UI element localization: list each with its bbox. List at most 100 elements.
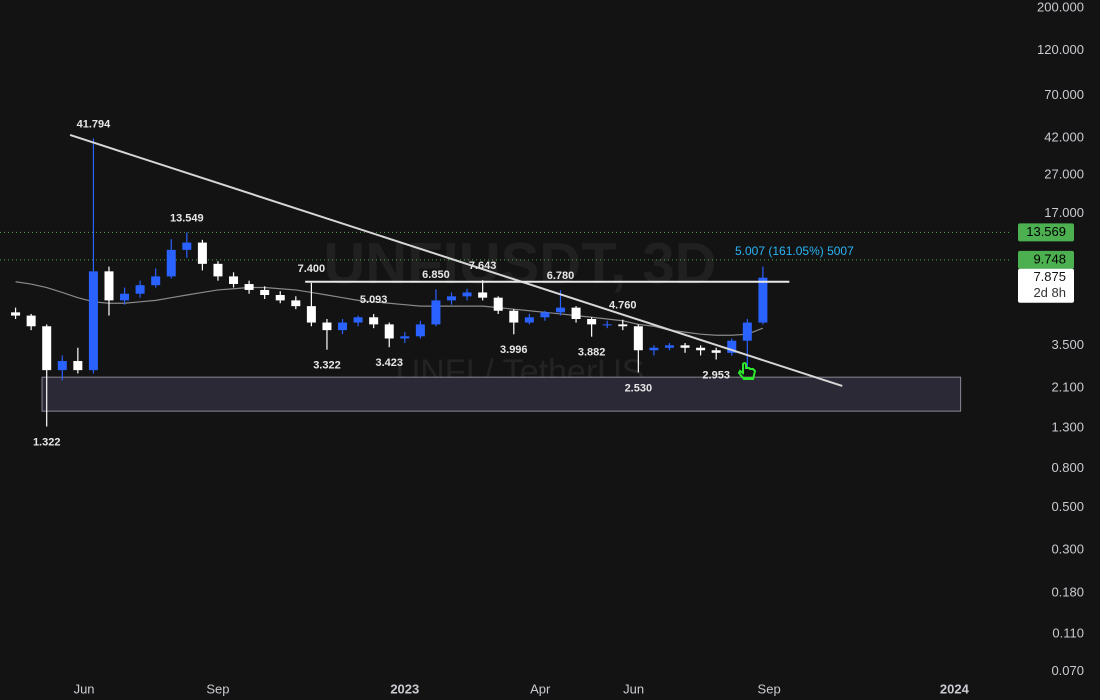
price-tag-label: 9.748: [1033, 251, 1066, 266]
candle-body: [104, 271, 114, 301]
candle-body: [369, 317, 379, 325]
price-annotation: 13.549: [170, 212, 204, 224]
fib-label: 5.007 (161.05%) 5007: [735, 244, 854, 258]
candle-body: [88, 271, 98, 371]
price-tag-countdown: 2d 8h: [1033, 285, 1066, 300]
price-annotation: 6.780: [547, 270, 575, 282]
candle-body: [166, 249, 176, 277]
price-tag-label: 13.569: [1026, 224, 1066, 239]
candle-body: [73, 361, 83, 371]
x-tick-label: 2024: [940, 681, 970, 696]
y-tick-label: 70.000: [1044, 87, 1084, 102]
candle-body: [509, 310, 519, 323]
price-annotation: 2.953: [702, 369, 730, 381]
candle-body: [711, 350, 721, 353]
price-tag: [1018, 268, 1074, 303]
candle-body: [275, 295, 285, 301]
price-annotation: 3.423: [375, 357, 403, 369]
candle-body: [353, 317, 363, 323]
support-zone: [41, 376, 962, 412]
candle-body: [696, 347, 706, 351]
candle-body: [415, 324, 425, 337]
price-tag-label: 7.875: [1033, 269, 1066, 284]
x-tick-label: Sep: [206, 681, 229, 696]
x-tick-label: 2023: [390, 681, 419, 696]
candle-body: [400, 336, 410, 339]
candle-body: [11, 312, 21, 316]
price-annotation: 3.882: [578, 347, 606, 359]
x-tick-label: Jun: [74, 681, 95, 696]
price-annotation: 7.643: [469, 260, 497, 272]
candle-body: [42, 326, 52, 371]
candle-body: [649, 347, 659, 351]
price-tag: [1018, 250, 1074, 269]
candle-body: [197, 242, 207, 264]
trend-line: [69, 134, 843, 387]
candle-body: [120, 293, 130, 301]
price-annotation: 5.093: [360, 294, 388, 306]
candle-body: [26, 315, 36, 327]
x-tick-label: Sep: [758, 681, 781, 696]
hand-icon: [737, 362, 757, 380]
candle-body: [462, 292, 472, 297]
candle-body: [555, 307, 565, 313]
candle-body: [571, 307, 581, 319]
watermark-symbol: UNFIUSDT, 3D: [323, 231, 716, 296]
candle-body: [493, 297, 503, 311]
candle-body: [633, 326, 643, 351]
price-annotation: 2.530: [625, 382, 653, 394]
candle-body: [213, 263, 223, 277]
candle-body: [742, 322, 752, 341]
y-tick-label: 0.500: [1051, 499, 1084, 514]
candle-body: [727, 340, 737, 353]
candle-body: [291, 300, 301, 307]
y-tick-label: 120.000: [1037, 42, 1084, 57]
price-annotation: 41.794: [77, 118, 112, 130]
y-tick-label: 17.000: [1044, 205, 1084, 220]
price-annotation: 3.996: [500, 344, 528, 356]
y-tick-label: 0.180: [1051, 584, 1084, 599]
candle-body: [431, 300, 441, 325]
y-tick-label: 42.000: [1044, 130, 1084, 145]
candle-body: [306, 306, 316, 323]
price-annotation: 1.322: [33, 436, 61, 448]
candle-body: [244, 284, 254, 290]
candle-body: [151, 276, 161, 286]
candle-body: [664, 345, 674, 348]
candle-body: [618, 324, 628, 327]
price-annotation: 7.400: [298, 263, 326, 275]
candle-body: [338, 322, 348, 331]
candle-body: [602, 324, 612, 326]
candle-body: [478, 292, 488, 298]
candle-body: [540, 312, 550, 318]
candle-body: [57, 361, 67, 371]
y-tick-label: 0.110: [1052, 625, 1084, 640]
candle-body: [680, 345, 690, 348]
candle-body: [524, 317, 534, 323]
candle-body: [229, 276, 239, 285]
y-tick-label: 0.300: [1051, 542, 1084, 557]
price-annotation: 3.322: [313, 360, 341, 372]
y-tick-label: 0.070: [1051, 663, 1084, 678]
price-annotation: 6.850: [422, 269, 450, 281]
y-tick-label: 27.000: [1044, 166, 1084, 181]
x-tick-label: Apr: [530, 681, 551, 696]
candle-body: [384, 324, 394, 339]
y-tick-label: 3.500: [1051, 337, 1084, 352]
x-tick-label: Jun: [623, 681, 644, 696]
candle-body: [322, 322, 332, 331]
candle-body: [182, 242, 192, 250]
y-tick-label: 0.800: [1051, 460, 1084, 475]
y-tick-label: 1.300: [1051, 419, 1084, 434]
candle-body: [587, 318, 597, 325]
y-tick-label: 2.100: [1051, 379, 1084, 394]
candle-body: [260, 289, 270, 296]
price-tag: [1018, 223, 1074, 242]
x-axis-band: [0, 676, 1100, 700]
price-annotation: 4.760: [609, 300, 637, 312]
candle-body: [135, 285, 145, 294]
y-tick-label: 200.000: [1037, 0, 1084, 14]
